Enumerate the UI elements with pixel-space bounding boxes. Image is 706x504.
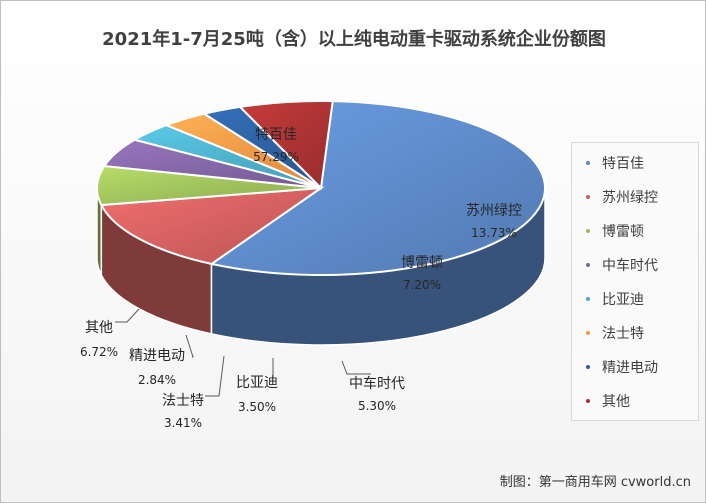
legend-marker	[586, 161, 590, 165]
slice-label-name: 精进电动	[129, 348, 185, 364]
leader-line-8	[115, 308, 140, 323]
legend-item: 精进电动	[586, 357, 658, 377]
legend-marker	[586, 229, 590, 233]
legend-marker	[586, 263, 590, 267]
legend-label: 苏州绿控	[602, 190, 658, 206]
legend-marker	[586, 195, 590, 199]
chart-title: 2021年1-7月25吨（含）以上纯电动重卡驱动系统企业份额图	[102, 29, 606, 50]
legend-label: 比亚迪	[602, 292, 644, 308]
legend-label: 博雷顿	[602, 224, 644, 240]
slice-label-value: 6.72%	[80, 345, 118, 359]
legend-label: 中车时代	[602, 258, 658, 274]
slice-label-name: 博雷顿	[401, 254, 443, 271]
footer-credit: 制图：第一商用车网 cvworld.cn	[499, 475, 691, 490]
legend-label: 精进电动	[602, 360, 658, 376]
slice-label-name: 其他	[85, 320, 113, 336]
legend-label: 其他	[602, 394, 630, 410]
slice-label-value: 3.41%	[164, 416, 202, 430]
leader-line-4	[341, 360, 371, 375]
legend-item: 苏州绿控	[586, 187, 658, 207]
pie-slice-1	[209, 100, 546, 276]
slice-label-value: 13.73%	[471, 226, 517, 240]
legend-marker	[586, 331, 590, 335]
slice-label-value: 57.29%	[253, 150, 299, 164]
pie-slice-8	[237, 99, 334, 191]
legend-item: 中车时代	[586, 255, 658, 275]
legend-label: 法士特	[602, 326, 644, 342]
legend-label: 特百佳	[602, 156, 644, 172]
slice-label-value: 2.84%	[138, 373, 176, 387]
slice-label-name: 比亚迪	[236, 375, 278, 391]
slice-label-name: 苏州绿控	[466, 203, 522, 219]
legend-marker	[586, 399, 590, 403]
leader-line-6	[205, 355, 225, 397]
leader-line-7	[185, 334, 194, 358]
slice-label-name: 中车时代	[349, 375, 405, 392]
legend-marker	[586, 365, 590, 369]
legend: 特百佳苏州绿控博雷顿中车时代比亚迪法士特精进电动其他	[571, 142, 699, 421]
legend-item: 比亚迪	[586, 289, 644, 309]
slice-label-name: 法士特	[162, 393, 204, 409]
legend-item: 其他	[586, 391, 630, 411]
legend-marker	[586, 297, 590, 301]
slice-label-value: 5.30%	[358, 399, 396, 413]
legend-item: 博雷顿	[586, 221, 644, 241]
legend-item: 法士特	[586, 323, 644, 343]
pie-slice-2	[99, 186, 325, 265]
slice-label-value: 7.20%	[403, 278, 441, 292]
legend-item: 特百佳	[586, 153, 644, 173]
slice-label-name: 特百佳	[255, 127, 297, 143]
slice-label-value: 3.50%	[238, 400, 276, 414]
